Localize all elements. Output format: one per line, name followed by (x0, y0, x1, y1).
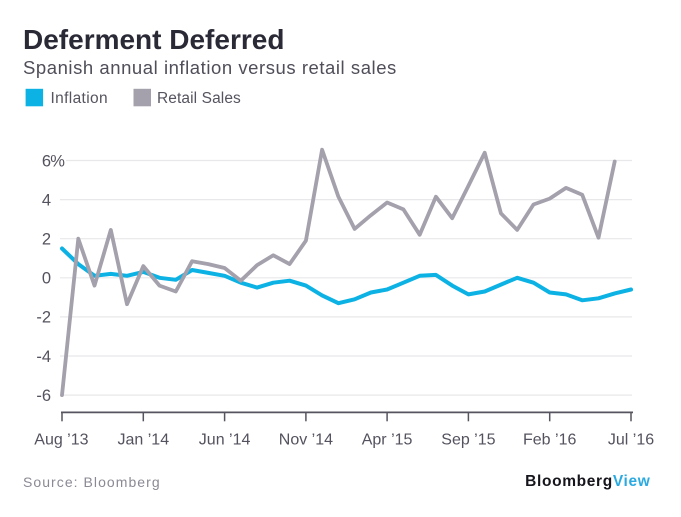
svg-text:-6: -6 (36, 387, 51, 405)
svg-text:4: 4 (42, 191, 51, 209)
svg-text:2: 2 (42, 231, 51, 249)
svg-text:Feb ’16: Feb ’16 (523, 432, 576, 449)
svg-text:Deferment Deferred: Deferment Deferred (23, 24, 284, 55)
svg-text:Sep ’15: Sep ’15 (441, 432, 495, 449)
svg-text:BloombergView: BloombergView (525, 473, 651, 490)
svg-text:Jul ’16: Jul ’16 (608, 432, 654, 449)
svg-text:Jan ’14: Jan ’14 (118, 432, 170, 449)
svg-text:Spanish annual inflation versu: Spanish annual inflation versus retail s… (23, 57, 397, 78)
svg-text:Jun ’14: Jun ’14 (199, 432, 251, 449)
svg-text:Nov ’14: Nov ’14 (279, 432, 333, 449)
svg-text:Inflation: Inflation (51, 90, 108, 107)
svg-text:-4: -4 (36, 348, 51, 366)
svg-text:Aug ’13: Aug ’13 (34, 432, 88, 449)
svg-text:Retail Sales: Retail Sales (157, 90, 241, 107)
svg-text:Source: Bloomberg: Source: Bloomberg (23, 474, 161, 490)
svg-text:0: 0 (42, 270, 51, 288)
svg-text:Apr ’15: Apr ’15 (362, 432, 413, 449)
svg-text:6: 6 (42, 152, 51, 170)
svg-text:-2: -2 (36, 309, 51, 327)
svg-text:%: % (50, 152, 65, 170)
